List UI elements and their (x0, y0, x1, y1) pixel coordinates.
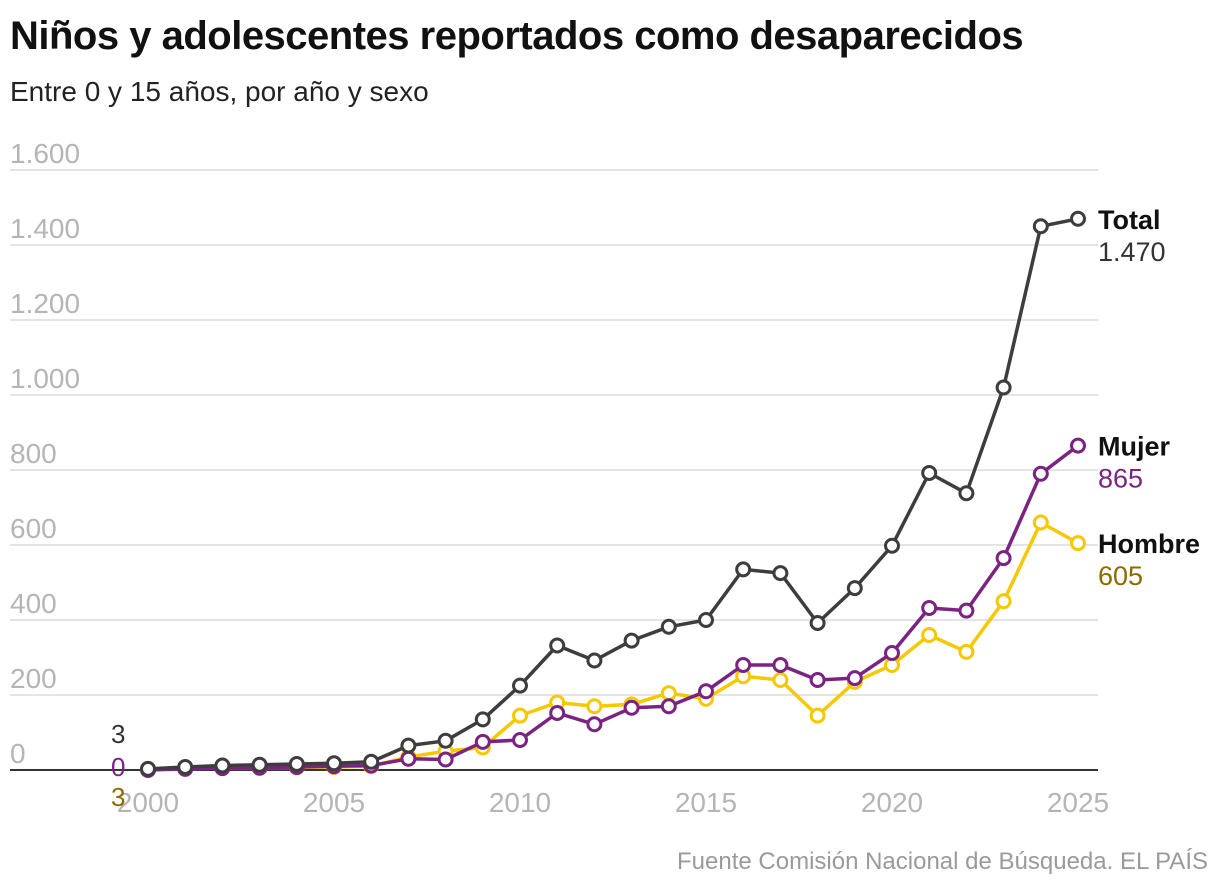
series-lines (140, 210, 1086, 778)
data-point-hombre (512, 707, 528, 724)
data-point-mujer (995, 550, 1012, 567)
x-tick-label: 2015 (675, 787, 737, 818)
data-point-mujer (586, 716, 603, 733)
series-end-value-mujer: 865 (1098, 464, 1143, 494)
data-point-mujer (809, 672, 826, 688)
data-point-total (437, 732, 454, 749)
data-point-mujer (884, 645, 900, 661)
y-tick-label: 1.600 (10, 138, 80, 169)
data-point-total (474, 711, 491, 728)
data-point-mujer (958, 602, 975, 619)
series-start-value-mujer: 0 (111, 752, 125, 782)
series-line-total (147, 217, 1079, 771)
x-tick-label: 2010 (489, 787, 551, 818)
series-hombre (140, 514, 1086, 777)
data-point-mujer (1070, 437, 1086, 454)
data-point-total (512, 677, 528, 694)
data-point-mujer (660, 698, 677, 715)
data-point-total (1070, 210, 1086, 227)
data-point-total (921, 465, 938, 481)
data-point-hombre (921, 627, 938, 643)
data-point-total (549, 637, 566, 654)
x-tick-label: 2005 (303, 787, 365, 818)
y-tick-label: 600 (10, 513, 57, 544)
data-point-hombre (772, 672, 789, 688)
series-mujer (140, 437, 1086, 778)
data-point-hombre (660, 685, 677, 702)
data-point-hombre (1032, 514, 1049, 531)
data-point-mujer (623, 699, 640, 716)
data-point-hombre (1070, 535, 1086, 552)
series-line-mujer (147, 444, 1080, 772)
x-tick-label: 2020 (861, 787, 923, 818)
data-point-total (884, 537, 900, 554)
data-point-total (177, 759, 194, 775)
y-axis-ticks: 0 200 400 600 800 1.000 1.200 1.400 1.600 (10, 138, 80, 769)
series-total (140, 210, 1086, 777)
data-point-mujer (437, 751, 454, 768)
data-point-total (809, 615, 826, 631)
data-point-mujer (474, 733, 491, 750)
data-point-total (214, 757, 231, 774)
y-tick-label: 1.200 (10, 288, 80, 319)
chart-subtitle: Entre 0 y 15 años, por año y sexo (10, 76, 429, 107)
data-point-hombre (586, 698, 603, 715)
x-axis-ticks: 2000 2005 2010 2015 2020 2025 (117, 787, 1109, 818)
data-point-mujer (512, 732, 528, 748)
data-point-hombre (958, 643, 975, 660)
series-start-value-hombre: 3 (111, 782, 125, 812)
data-point-total (958, 485, 975, 502)
data-point-total (698, 612, 714, 628)
data-point-total (326, 755, 342, 772)
series-end-name-total: Total (1098, 205, 1161, 235)
series-start-value-total: 3 (111, 719, 125, 749)
data-point-total (623, 632, 640, 649)
data-point-mujer (549, 705, 566, 721)
data-point-total (660, 618, 677, 635)
series-end-value-total: 1.470 (1098, 237, 1166, 267)
series-line-hombre (147, 520, 1079, 771)
data-point-hombre (995, 593, 1012, 610)
data-point-total (846, 580, 863, 597)
source-note: Fuente Comisión Nacional de Búsqueda. EL… (677, 848, 1208, 875)
series-end-value-hombre: 605 (1098, 561, 1143, 591)
data-point-mujer (846, 670, 863, 687)
data-point-mujer (400, 750, 417, 767)
data-point-hombre (809, 707, 826, 724)
data-point-total (140, 760, 156, 777)
x-tick-label: 2000 (117, 787, 179, 818)
y-tick-label: 800 (10, 438, 57, 469)
data-point-total (400, 737, 417, 754)
y-tick-label: 1.400 (10, 213, 80, 244)
chart-title: Niños y adolescentes reportados como des… (10, 14, 1024, 58)
series-end-name-hombre: Hombre (1098, 529, 1200, 559)
y-tick-label: 1.000 (10, 363, 80, 394)
data-point-mujer (698, 683, 714, 700)
gridlines (10, 169, 1098, 771)
y-tick-label: 0 (10, 738, 26, 769)
y-tick-label: 400 (10, 588, 57, 619)
x-tick-label: 2025 (1047, 787, 1109, 818)
data-point-mujer (735, 657, 752, 673)
y-tick-label: 200 (10, 663, 57, 694)
data-point-mujer (772, 657, 789, 673)
data-point-total (363, 753, 380, 770)
data-point-mujer (921, 600, 938, 616)
series-end-name-mujer: Mujer (1098, 432, 1171, 462)
data-point-total (288, 756, 305, 772)
data-point-total (735, 561, 752, 578)
data-point-total (586, 652, 603, 669)
data-point-total (1032, 218, 1049, 235)
data-point-total (251, 756, 268, 773)
data-point-mujer (1032, 465, 1049, 482)
data-point-total (772, 565, 789, 582)
data-point-total (995, 379, 1012, 396)
